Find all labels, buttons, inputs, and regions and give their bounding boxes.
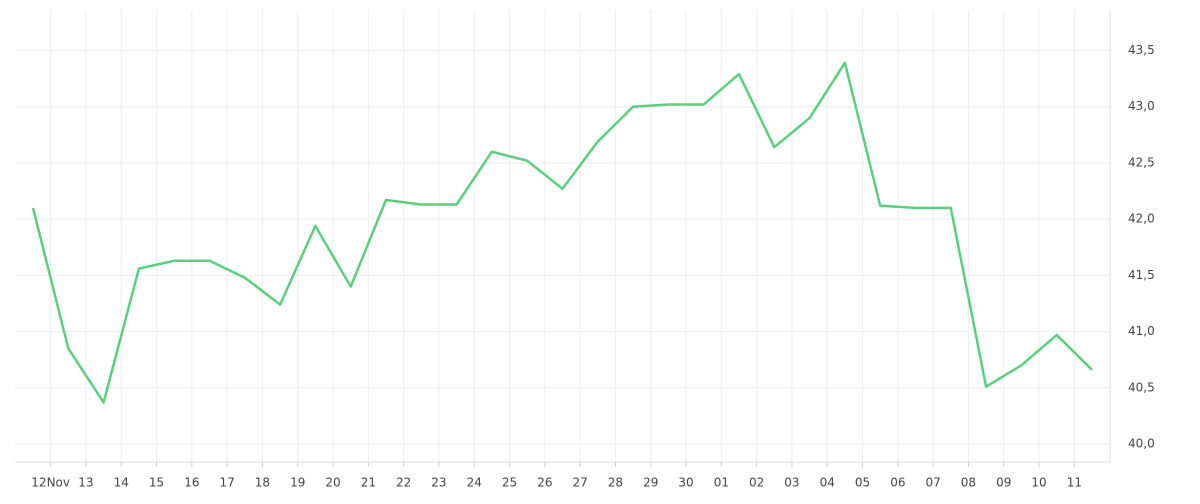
x-tick-label: 30: [678, 476, 693, 490]
x-tick-label: 27: [573, 476, 588, 490]
x-tick-label: 19: [290, 476, 305, 490]
x-tick-label: 14: [114, 476, 129, 490]
x-tick-label: 10: [1031, 476, 1046, 490]
y-tick-label: 40,5: [1128, 380, 1155, 394]
x-tick-label: 03: [784, 476, 799, 490]
x-tick-label: 02: [749, 476, 764, 490]
x-tick-label: 24: [467, 476, 482, 490]
x-tick-label: 28: [608, 476, 623, 490]
x-tick-label: 18: [255, 476, 270, 490]
y-tick-label: 41,5: [1128, 268, 1155, 282]
x-tick-label: 09: [996, 476, 1011, 490]
x-tick-label: 06: [890, 476, 905, 490]
x-tick-label: 05: [855, 476, 870, 490]
x-tick-label: 08: [961, 476, 976, 490]
y-tick-label: 43,5: [1128, 43, 1155, 57]
x-tick-label: 20: [325, 476, 340, 490]
x-tick-label: 07: [926, 476, 941, 490]
x-tick-label: 12Nov: [31, 476, 70, 490]
y-tick-label: 42,0: [1128, 212, 1155, 226]
y-tick-label: 42,5: [1128, 155, 1155, 169]
x-tick-label: 25: [502, 476, 517, 490]
y-tick-label: 43,0: [1128, 99, 1155, 113]
x-tick-label: 13: [78, 476, 93, 490]
x-tick-label: 16: [184, 476, 199, 490]
x-tick-label: 22: [396, 476, 411, 490]
line-series: [31, 61, 1093, 404]
y-tick-label: 41,0: [1128, 324, 1155, 338]
x-tick-label: 29: [643, 476, 658, 490]
x-tick-label: 26: [537, 476, 552, 490]
x-tick-label: 23: [431, 476, 446, 490]
x-tick-label: 17: [220, 476, 235, 490]
x-tick-label: 01: [714, 476, 729, 490]
y-tick-label: 40,0: [1128, 437, 1155, 451]
x-tick-label: 15: [149, 476, 164, 490]
x-tick-label: 04: [820, 476, 835, 490]
x-tick-label: 21: [361, 476, 376, 490]
x-tick-label: 11: [1067, 476, 1082, 490]
